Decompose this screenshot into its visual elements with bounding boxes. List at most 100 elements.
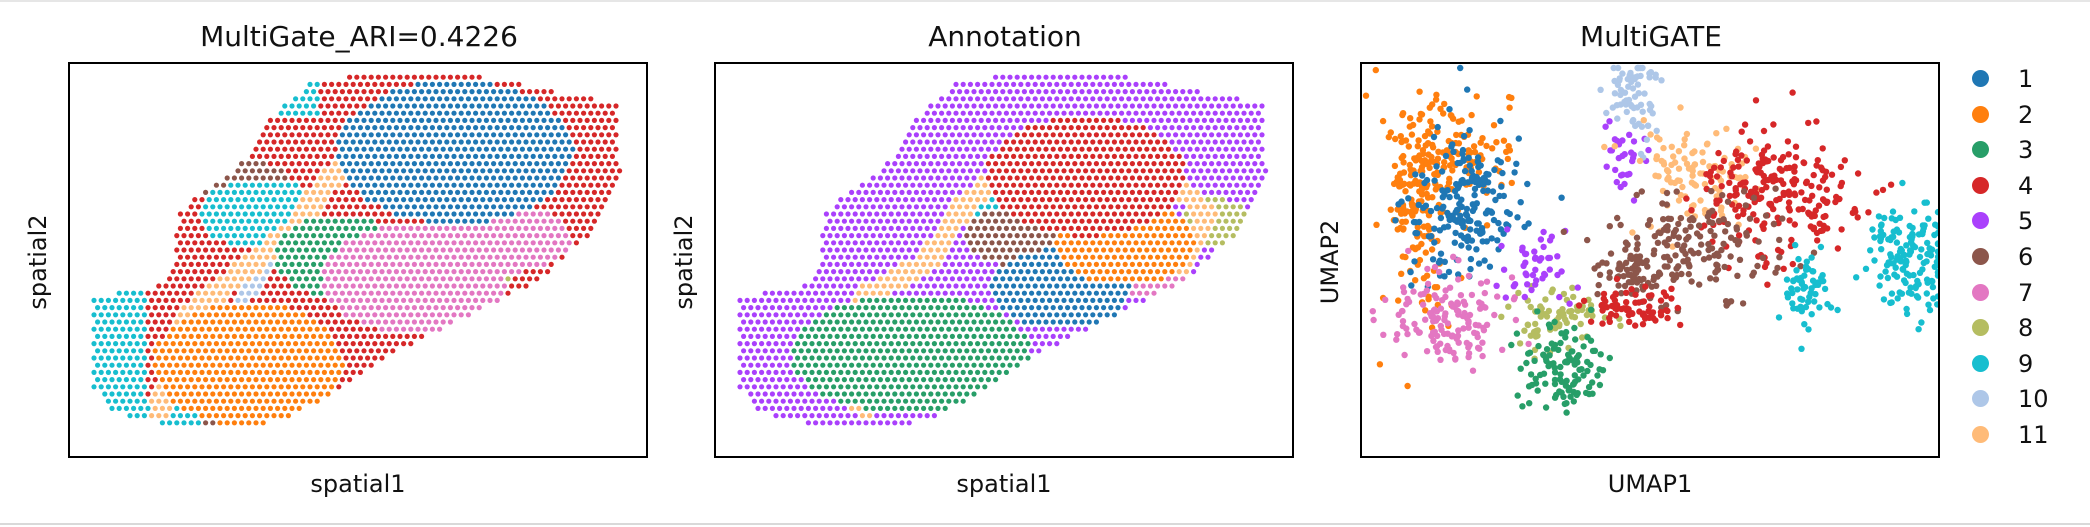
spot-c11 — [957, 204, 963, 210]
spot-c5 — [924, 168, 930, 174]
spot-c1 — [1068, 269, 1074, 275]
spot-c5 — [935, 218, 941, 224]
spot-c6 — [1007, 247, 1013, 253]
spot-c4 — [303, 132, 309, 138]
spot-c5 — [820, 405, 826, 411]
spot-c9 — [257, 197, 263, 203]
spot-c4 — [1126, 168, 1132, 174]
spot-c4 — [1111, 197, 1117, 203]
spot-c1 — [1061, 312, 1067, 318]
spot-c1 — [462, 89, 468, 95]
spot-c5 — [967, 269, 973, 275]
spot-c4 — [993, 189, 999, 195]
spot-c2 — [206, 413, 212, 419]
spot-c6 — [275, 175, 281, 181]
spot-c5 — [787, 384, 793, 390]
spot-c4 — [1000, 161, 1006, 167]
spot-c7 — [365, 254, 371, 260]
spot-c5 — [982, 283, 988, 289]
umap-point-c1 — [1498, 183, 1505, 190]
spot-c3 — [939, 326, 945, 332]
spot-c5 — [1025, 81, 1031, 87]
panel3-title: MultiGATE — [1580, 20, 1722, 53]
spot-c7 — [350, 312, 356, 318]
spot-c1 — [527, 189, 533, 195]
spot-c5 — [831, 297, 837, 303]
umap-point-c1 — [1412, 171, 1419, 178]
spot-c6 — [1003, 211, 1009, 217]
spot-c1 — [1036, 305, 1042, 311]
spot-c2 — [336, 355, 342, 361]
spot-c4 — [1050, 117, 1056, 123]
spot-c7 — [357, 283, 363, 289]
spot-c11 — [239, 261, 245, 267]
spot-c5 — [834, 204, 840, 210]
spot-c3 — [921, 305, 927, 311]
spot-c4 — [1090, 153, 1096, 159]
spot-c4 — [383, 74, 389, 80]
umap-point-c2 — [1409, 212, 1416, 219]
spot-c5 — [877, 189, 883, 195]
spot-c9 — [113, 341, 119, 347]
spot-c11 — [1194, 233, 1200, 239]
spot-c3 — [892, 391, 898, 397]
spot-c9 — [314, 81, 320, 87]
spot-c4 — [192, 240, 198, 246]
spot-c5 — [967, 125, 973, 131]
spot-c5 — [787, 413, 793, 419]
spot-c1 — [491, 146, 497, 152]
spot-c11 — [949, 204, 955, 210]
spot-c7 — [397, 261, 403, 267]
spot-c3 — [841, 305, 847, 311]
spot-c3 — [332, 218, 338, 224]
spot-c2 — [177, 341, 183, 347]
spot-c1 — [1057, 261, 1063, 267]
spot-c3 — [791, 362, 797, 368]
spot-c9 — [253, 189, 259, 195]
spot-c7 — [1129, 290, 1135, 296]
spot-c6 — [1021, 247, 1027, 253]
spot-c5 — [1237, 189, 1243, 195]
spot-c7 — [401, 254, 407, 260]
spot-c4 — [350, 96, 356, 102]
spot-c5 — [957, 161, 963, 167]
spot-c4 — [159, 333, 165, 339]
spot-c3 — [949, 391, 955, 397]
spot-c9 — [98, 326, 104, 332]
spot-c3 — [278, 269, 284, 275]
umap-point-c2 — [1400, 159, 1407, 166]
spot-c3 — [953, 355, 959, 361]
spot-c4 — [339, 348, 345, 354]
spot-c5 — [964, 89, 970, 95]
spot-c4 — [163, 326, 169, 332]
spot-c5 — [1039, 110, 1045, 116]
spot-c5 — [874, 182, 880, 188]
spot-c2 — [1108, 261, 1114, 267]
spot-c3 — [960, 341, 966, 347]
spot-c2 — [278, 369, 284, 375]
spot-c2 — [217, 333, 223, 339]
spot-c6 — [1018, 225, 1024, 231]
spot-c7 — [501, 283, 507, 289]
spot-c2 — [239, 391, 245, 397]
spot-c11 — [195, 305, 201, 311]
spot-c3 — [899, 377, 905, 383]
spot-c5 — [1227, 153, 1233, 159]
spot-c4 — [462, 74, 468, 80]
spot-c2 — [206, 384, 212, 390]
spot-c5 — [1255, 125, 1261, 131]
umap-point-c1 — [1431, 239, 1438, 246]
spot-c4 — [1104, 153, 1110, 159]
spot-c11 — [913, 261, 919, 267]
spot-c7 — [545, 240, 551, 246]
spot-c7 — [372, 269, 378, 275]
spot-c3 — [942, 391, 948, 397]
umap-point-c1 — [1468, 167, 1475, 175]
spot-c1 — [465, 182, 471, 188]
spot-c1 — [1083, 297, 1089, 303]
spot-c4 — [271, 297, 277, 303]
spot-c1 — [1097, 312, 1103, 318]
spot-c11 — [906, 261, 912, 267]
spot-c7 — [465, 269, 471, 275]
spot-c2 — [311, 348, 317, 354]
